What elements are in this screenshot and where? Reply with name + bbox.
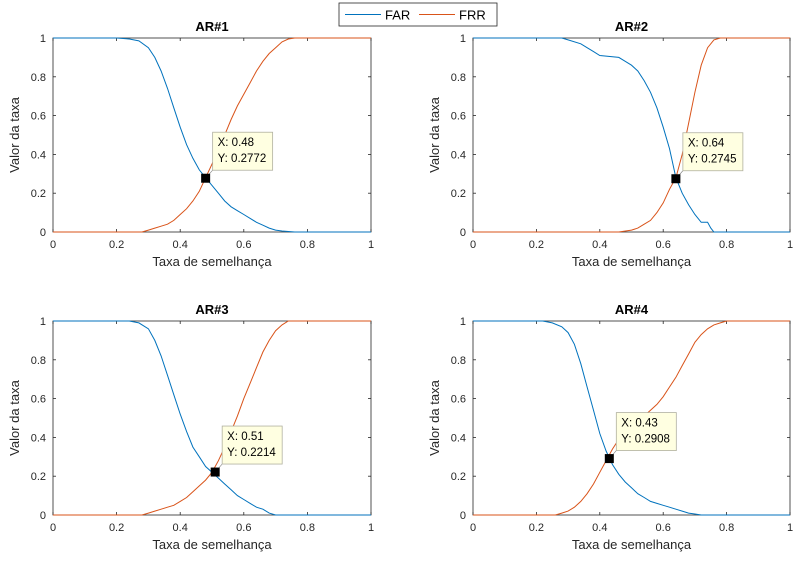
y-axis-label: Valor da taxa xyxy=(7,96,22,172)
y-tick-label: 0.6 xyxy=(31,394,46,406)
y-tick-label: 0.8 xyxy=(31,355,46,367)
series-line-far xyxy=(53,320,371,516)
x-tick-label: 0 xyxy=(470,522,476,534)
x-axis-label: Taxa de semelhança xyxy=(152,254,272,269)
y-tick-label: 0.2 xyxy=(451,188,466,200)
y-tick-label: 1 xyxy=(40,33,46,45)
legend-box xyxy=(338,2,498,27)
x-tick-label: 0.6 xyxy=(656,522,671,534)
series-line-far xyxy=(473,320,790,516)
y-axis-label: Valor da taxa xyxy=(427,96,442,172)
y-tick-label: 0.6 xyxy=(31,111,46,123)
x-tick-label: 0.6 xyxy=(236,522,251,534)
x-tick-label: 1 xyxy=(368,239,374,251)
y-tick-label: 0.8 xyxy=(451,355,466,367)
legend: FAR FRR xyxy=(338,2,498,27)
axes-box xyxy=(52,37,372,233)
axes-box xyxy=(52,320,372,516)
x-tick-label: 0.6 xyxy=(236,239,251,251)
datatip-marker[interactable] xyxy=(671,174,681,184)
subplot-title: AR#3 xyxy=(195,302,228,317)
x-tick-label: 0.4 xyxy=(592,239,607,251)
subplot-3: 0 0.2 0.4 0.6 0.8 1 0 0.2 0.4 0.6 0.8 1 AR#3 Taxa de … xyxy=(7,302,374,552)
datatip-y-text: Y: 0.2772 xyxy=(218,153,267,165)
legend-label-frr: FRR xyxy=(459,8,486,23)
y-tick-label: 0 xyxy=(460,227,466,239)
datatip-box[interactable] xyxy=(221,425,283,465)
x-axis-label: Taxa de semelhança xyxy=(572,254,692,269)
datatip-marker[interactable] xyxy=(604,454,614,464)
x-tick-label: 0.4 xyxy=(592,522,607,534)
subplot-2: 0 0.2 0.4 0.6 0.8 1 0 0.2 0.4 0.6 0.8 1 AR#2 Taxa de … xyxy=(427,19,793,269)
x-tick-label: 0 xyxy=(50,239,56,251)
x-tick-label: 0.6 xyxy=(656,239,671,251)
x-tick-label: 1 xyxy=(787,239,793,251)
y-tick-label: 0.2 xyxy=(451,471,466,483)
x-tick-label: 0.8 xyxy=(300,239,315,251)
subplot-1: 0 0.2 0.4 0.6 0.8 1 0 0.2 0.4 0.6 0.8 1 AR#1 Taxa de … xyxy=(7,19,374,269)
datatip-box[interactable] xyxy=(212,131,274,171)
x-tick-label: 0 xyxy=(50,522,56,534)
y-tick-label: 1 xyxy=(460,316,466,328)
y-tick-label: 0.4 xyxy=(451,149,466,161)
y-tick-label: 1 xyxy=(460,33,466,45)
y-tick-label: 0.6 xyxy=(451,394,466,406)
y-tick-label: 0.6 xyxy=(451,111,466,123)
x-axis-label: Taxa de semelhança xyxy=(572,537,692,552)
y-tick-label: 0 xyxy=(40,227,46,239)
x-axis-label: Taxa de semelhança xyxy=(152,537,272,552)
y-tick-label: 0.2 xyxy=(31,471,46,483)
y-axis-label: Valor da taxa xyxy=(7,379,22,455)
datatip-box[interactable] xyxy=(615,412,677,451)
y-tick-label: 0 xyxy=(460,510,466,522)
datatip-box[interactable] xyxy=(682,132,744,172)
x-tick-label: 1 xyxy=(787,522,793,534)
x-tick-label: 0.2 xyxy=(109,239,124,251)
subplot-title: AR#2 xyxy=(615,19,648,34)
subplot-title: AR#4 xyxy=(615,302,649,317)
datatip-y-text: Y: 0.2745 xyxy=(688,154,737,166)
x-tick-label: 0.2 xyxy=(109,522,124,534)
datatip-x-text: X: 0.43 xyxy=(621,418,657,430)
x-tick-label: 0.8 xyxy=(719,522,734,534)
x-tick-label: 1 xyxy=(368,522,374,534)
y-tick-label: 0.4 xyxy=(31,432,46,444)
x-tick-label: 0.2 xyxy=(529,522,544,534)
legend-label-far: FAR xyxy=(385,8,410,23)
y-tick-label: 0.4 xyxy=(451,432,466,444)
y-tick-label: 0.8 xyxy=(451,72,466,84)
x-tick-label: 0.4 xyxy=(173,522,188,534)
y-tick-label: 0.8 xyxy=(31,72,46,84)
x-tick-label: 0 xyxy=(470,239,476,251)
datatip-x-text: X: 0.64 xyxy=(688,138,725,150)
x-tick-label: 0.8 xyxy=(300,522,315,534)
x-tick-label: 0.4 xyxy=(173,239,188,251)
y-axis-label: Valor da taxa xyxy=(427,379,442,455)
y-tick-label: 0.4 xyxy=(31,149,46,161)
x-tick-label: 0.2 xyxy=(529,239,544,251)
series-line-frr xyxy=(53,320,371,516)
y-tick-label: 1 xyxy=(40,316,46,328)
datatip-y-text: Y: 0.2214 xyxy=(227,447,276,459)
datatip-x-text: X: 0.51 xyxy=(227,431,263,443)
subplot-title: AR#1 xyxy=(195,19,228,34)
datatip-marker[interactable] xyxy=(210,467,220,477)
y-tick-label: 0 xyxy=(40,510,46,522)
x-tick-label: 0.8 xyxy=(719,239,734,251)
subplot-4: 0 0.2 0.4 0.6 0.8 1 0 0.2 0.4 0.6 0.8 1 AR#4 Taxa de … xyxy=(427,302,793,552)
datatip-x-text: X: 0.48 xyxy=(218,137,254,149)
datatip-y-text: Y: 0.2908 xyxy=(621,434,670,446)
datatip-marker[interactable] xyxy=(201,173,211,183)
series-line-far xyxy=(473,37,790,233)
y-tick-label: 0.2 xyxy=(31,188,46,200)
